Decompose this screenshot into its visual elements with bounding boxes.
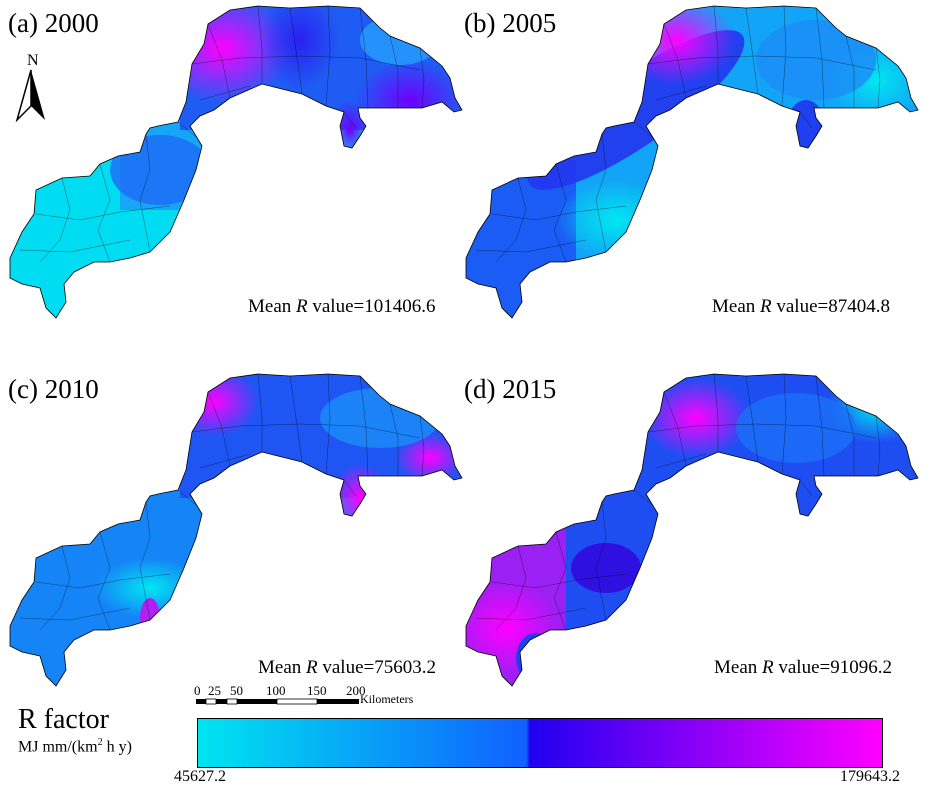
color-ramp <box>197 718 883 768</box>
panel-label: (c) 2010 <box>8 374 99 404</box>
mean-r-value: Mean R value=101406.6 <box>248 296 436 317</box>
map-panel-2005: (b) 2005 Mean R value=87404.8 <box>456 0 920 335</box>
scale-tick-100: 100 <box>266 683 286 698</box>
legend-max-value: 179643.2 <box>840 768 900 785</box>
map-2000 <box>9 5 463 319</box>
panel-label: (a) 2000 <box>8 8 99 38</box>
map-2005 <box>465 5 919 319</box>
map-panel-2010: (c) 2010 Mean R value=75603.2 <box>0 368 464 703</box>
scale-tick-25: 25 <box>208 683 221 698</box>
panel-label: (b) 2005 <box>464 8 557 38</box>
map-2010 <box>9 373 463 687</box>
scale-unit: Kilometers <box>360 692 414 706</box>
mean-r-value: Mean R value=91096.2 <box>714 657 892 678</box>
mean-r-value: Mean R value=87404.8 <box>712 296 890 317</box>
scale-tick-200: 200 <box>346 683 366 698</box>
map-panel-2000: (a) 2000 N Mean R value=101406.6 <box>0 0 464 335</box>
map-2015 <box>465 373 919 687</box>
map-panel-2015: (d) 2015 Mean R value=91096.2 <box>456 368 920 703</box>
legend-unit: MJ mm/(km2 h y) <box>18 737 132 756</box>
legend-min-value: 45627.2 <box>174 768 226 785</box>
legend-title: R factor <box>18 704 109 735</box>
scale-tick-150: 150 <box>307 683 327 698</box>
scale-tick-50: 50 <box>230 683 243 698</box>
scale-tick-0: 0 <box>194 683 201 698</box>
mean-r-value: Mean R value=75603.2 <box>258 657 436 678</box>
panel-label: (d) 2015 <box>464 374 557 404</box>
north-label: N <box>27 52 39 69</box>
